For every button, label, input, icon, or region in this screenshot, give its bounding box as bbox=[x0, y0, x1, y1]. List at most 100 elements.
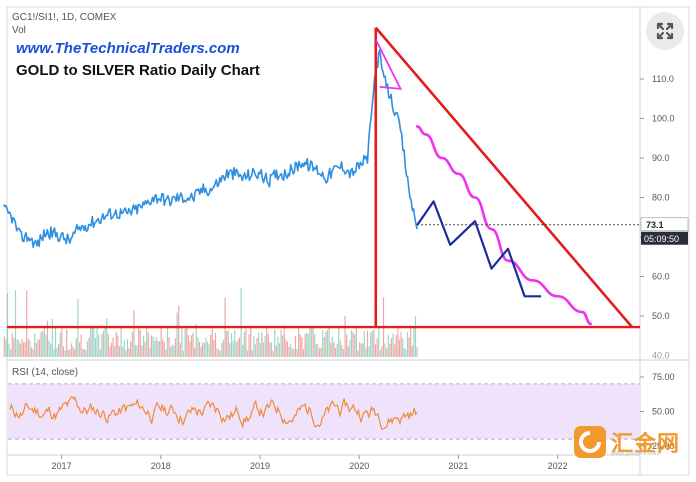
volume-bar bbox=[350, 330, 353, 357]
volume-bar bbox=[386, 348, 388, 357]
volume-bar bbox=[320, 347, 322, 357]
volume-bar bbox=[195, 324, 197, 357]
volume-bar bbox=[354, 334, 356, 357]
volume-bar bbox=[347, 346, 349, 357]
volume-bar bbox=[94, 338, 97, 357]
volume-bar bbox=[333, 341, 335, 357]
gold678-logo-icon bbox=[574, 426, 606, 458]
volume-bar bbox=[35, 342, 37, 357]
x-tick-label: 2018 bbox=[151, 461, 171, 471]
volume-bar bbox=[50, 344, 52, 357]
volume-bar bbox=[261, 332, 263, 357]
volume-bar bbox=[6, 293, 9, 357]
volume-bar bbox=[250, 327, 252, 357]
triangle-upper-line bbox=[374, 26, 634, 328]
volume-bar bbox=[256, 338, 258, 357]
volume-bar bbox=[314, 334, 316, 357]
volume-bar bbox=[85, 350, 87, 357]
volume-bar bbox=[53, 348, 55, 357]
volume-bar bbox=[136, 345, 138, 357]
volume-bar bbox=[64, 350, 66, 357]
volume-bar bbox=[315, 344, 317, 357]
volume-bar bbox=[294, 335, 297, 357]
volume-bar bbox=[144, 341, 146, 357]
volume-bar bbox=[21, 339, 23, 357]
volume-bar bbox=[269, 342, 271, 357]
volume-bar bbox=[163, 342, 165, 357]
expand-button[interactable] bbox=[646, 12, 684, 50]
volume-bar bbox=[26, 290, 28, 357]
volume-bar bbox=[370, 332, 372, 357]
volume-bar bbox=[184, 328, 186, 357]
volume-bar bbox=[66, 329, 68, 357]
volume-bar bbox=[166, 325, 169, 357]
volume-bar bbox=[10, 349, 12, 357]
volume-bar bbox=[147, 332, 149, 357]
volume-bar bbox=[40, 331, 42, 357]
volume-bar bbox=[190, 335, 193, 357]
volume-bar bbox=[318, 348, 321, 357]
volume-bar bbox=[317, 343, 319, 357]
website-watermark: www.TheTechnicalTraders.com bbox=[16, 40, 240, 57]
volume-bar bbox=[338, 325, 340, 357]
volume-bar bbox=[110, 342, 113, 357]
volume-bar bbox=[19, 343, 21, 357]
volume-bar bbox=[342, 348, 345, 357]
x-tick-label: 2021 bbox=[448, 461, 468, 471]
volume-bar bbox=[349, 340, 351, 357]
volume-bar bbox=[38, 339, 41, 357]
volume-bar bbox=[189, 341, 191, 357]
volume-bar bbox=[352, 332, 354, 357]
volume-bar bbox=[218, 349, 220, 357]
volume-bar bbox=[411, 345, 413, 357]
volume-bar bbox=[96, 327, 98, 357]
volume-bar bbox=[278, 343, 281, 357]
volume-bar bbox=[400, 332, 402, 357]
volume-bar bbox=[306, 332, 308, 357]
volume-bar bbox=[358, 342, 361, 357]
volume-bar bbox=[138, 326, 140, 357]
volume-bar bbox=[29, 340, 31, 357]
volume-bar bbox=[234, 330, 236, 357]
chart-title: GOLD to SILVER Ratio Daily Chart bbox=[16, 62, 260, 79]
volume-bar bbox=[232, 341, 234, 357]
volume-bar bbox=[254, 344, 257, 357]
volume-bar bbox=[197, 337, 199, 357]
volume-bar bbox=[251, 350, 253, 357]
y-tick-label: 80.0 bbox=[652, 193, 670, 203]
volume-bar bbox=[307, 333, 309, 357]
volume-bar bbox=[179, 343, 181, 357]
volume-bar bbox=[221, 342, 223, 357]
volume-bar bbox=[99, 349, 101, 357]
volume-bar bbox=[107, 333, 109, 357]
volume-bar bbox=[259, 343, 261, 357]
volume-bar bbox=[32, 348, 34, 357]
volume-bar bbox=[109, 346, 111, 357]
volume-bar bbox=[72, 346, 74, 357]
expand-arrows-icon bbox=[656, 22, 674, 40]
volume-bars bbox=[3, 288, 418, 357]
volume-bar bbox=[373, 329, 375, 357]
volume-bar bbox=[360, 343, 362, 357]
volume-bar bbox=[150, 335, 153, 357]
volume-bar bbox=[274, 329, 276, 357]
volume-bar bbox=[216, 348, 218, 357]
volume-bar bbox=[226, 331, 228, 357]
navy-projection-line bbox=[416, 200, 542, 298]
volume-bar bbox=[165, 349, 167, 357]
volume-bar bbox=[130, 340, 132, 357]
volume-bar bbox=[381, 346, 383, 357]
volume-bar bbox=[378, 326, 380, 357]
volume-bar bbox=[126, 339, 129, 357]
volume-bar bbox=[168, 337, 170, 357]
volume-bar bbox=[152, 336, 154, 357]
volume-bar bbox=[22, 342, 25, 357]
volume-bar bbox=[206, 341, 209, 357]
ratio-series-line bbox=[3, 49, 418, 249]
y-tick-label: 100.0 bbox=[652, 114, 675, 124]
volume-bar bbox=[128, 348, 130, 357]
volume-bar bbox=[248, 334, 250, 357]
volume-bar bbox=[262, 342, 265, 357]
small-wedge-projection bbox=[374, 39, 403, 90]
